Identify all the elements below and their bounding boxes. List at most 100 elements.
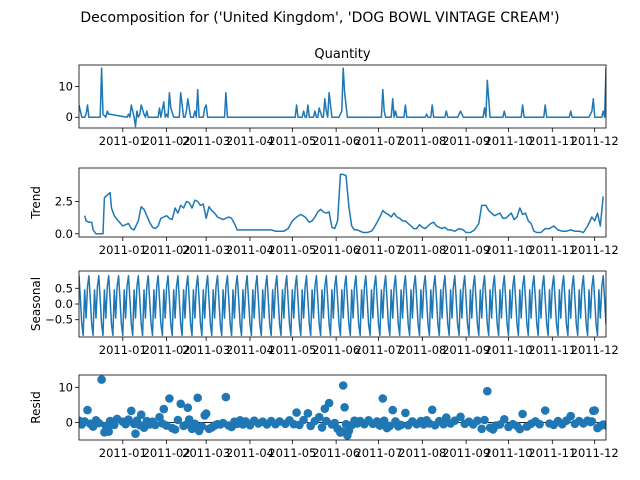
x-tick-label: 2011-08	[398, 343, 446, 357]
panel-title: Quantity	[314, 47, 370, 62]
resid-point	[299, 415, 308, 425]
resid-point	[104, 427, 113, 436]
resid-point	[566, 411, 575, 421]
resid-point	[480, 415, 489, 425]
y-tick-label: 0.0	[55, 297, 73, 311]
series-line-seasonal	[79, 274, 606, 337]
x-tick-label: 2011-09	[442, 243, 490, 257]
axes-frame	[78, 167, 607, 238]
resid-point	[483, 386, 492, 396]
resid-point	[439, 419, 448, 429]
plot-area	[79, 274, 606, 337]
resid-point	[427, 405, 437, 415]
resid-point	[379, 416, 389, 426]
resid-point	[340, 403, 349, 412]
resid-point	[587, 417, 597, 426]
resid-point	[456, 412, 465, 422]
x-tick-label: 2011-06	[312, 446, 360, 460]
resid-point	[151, 420, 160, 430]
y-axis-label: Trend	[29, 186, 43, 220]
x-tick-label: 2011-07	[354, 243, 402, 257]
x-tick-label: 2011-08	[398, 243, 446, 257]
x-tick-label: 2011-11	[528, 446, 576, 460]
y-tick-label: −0.5	[45, 313, 73, 327]
axes-frame	[78, 270, 607, 338]
resid-point	[183, 403, 193, 413]
resid-point	[170, 425, 180, 434]
x-tick-label: 2011-03	[182, 243, 230, 257]
resid-point	[601, 420, 606, 430]
plot-area	[79, 67, 606, 128]
x-tick-label: 2011-02	[143, 446, 191, 460]
plot-area	[79, 375, 606, 440]
resid-point	[94, 418, 104, 428]
x-tick-label: 2011-06	[312, 343, 360, 357]
resid-point	[540, 406, 550, 415]
resid-point	[201, 409, 211, 418]
resid-point	[473, 416, 482, 426]
resid-point	[500, 415, 509, 424]
resid-point	[442, 413, 451, 422]
y-axis-label: Resid	[29, 391, 43, 423]
resid-point	[518, 409, 527, 419]
resid-point	[190, 419, 200, 429]
resid-point	[193, 393, 202, 403]
x-tick-label: 2011-01	[99, 243, 147, 257]
panel-trend: Trend0.02.52011-012011-022011-032011-042…	[29, 167, 619, 257]
resid-point	[401, 408, 410, 418]
resid-point	[535, 419, 544, 429]
resid-point	[165, 394, 174, 403]
x-tick-label: 2011-09	[442, 134, 490, 148]
series-line-trend	[83, 173, 604, 235]
x-tick-label: 2011-03	[182, 343, 230, 357]
x-tick-label: 2011-02	[143, 243, 191, 257]
y-tick-label: 0.0	[55, 227, 73, 241]
resid-point	[97, 375, 106, 384]
x-tick-label: 2011-05	[268, 243, 316, 257]
resid-point	[221, 392, 231, 402]
resid-point	[590, 406, 599, 415]
resid-point	[314, 412, 324, 422]
x-tick-label: 2011-06	[312, 243, 360, 257]
x-tick-label: 2011-10	[484, 243, 532, 257]
resid-point	[378, 394, 388, 403]
resid-point	[136, 410, 146, 420]
x-tick-label: 2011-02	[143, 134, 191, 148]
y-tick-label: 10	[58, 380, 73, 394]
x-tick-label: 2011-04	[226, 446, 274, 460]
x-tick-label: 2011-07	[354, 134, 402, 148]
x-tick-label: 2011-07	[354, 343, 402, 357]
x-tick-label: 2011-12	[571, 343, 619, 357]
x-tick-label: 2011-10	[484, 446, 532, 460]
x-tick-label: 2011-02	[143, 343, 191, 357]
x-tick-label: 2011-04	[226, 243, 274, 257]
panel-seasonal: Seasonal 0.50.0−0.52011-012011-022011-032…	[29, 270, 619, 357]
plot-area	[83, 173, 604, 235]
x-tick-label: 2011-01	[99, 446, 147, 460]
x-tick-label: 2011-05	[268, 343, 316, 357]
y-tick-label: 0.5	[55, 281, 73, 295]
x-tick-label: 2011-12	[571, 134, 619, 148]
resid-point	[173, 415, 183, 425]
resid-point	[396, 420, 406, 430]
resid-point	[388, 405, 398, 415]
axes-frame	[78, 374, 607, 441]
resid-point	[477, 424, 487, 434]
x-tick-label: 2011-12	[571, 446, 619, 460]
x-tick-label: 2011-10	[484, 134, 532, 148]
x-tick-label: 2011-11	[528, 343, 576, 357]
y-tick-label: 2.5	[55, 195, 73, 209]
resid-point	[303, 409, 313, 418]
panels: Quantity0102011-012011-022011-032011-042…	[29, 47, 619, 460]
resid-point	[127, 406, 136, 416]
x-tick-label: 2011-09	[442, 343, 490, 357]
x-tick-label: 2011-05	[268, 446, 316, 460]
resid-point	[176, 399, 185, 409]
x-tick-label: 2011-05	[268, 134, 316, 148]
resid-point	[317, 423, 327, 432]
panel-resid: Resid 0102011-012011-022011-032011-042011…	[29, 374, 619, 460]
resid-point	[292, 408, 301, 417]
x-tick-label: 2011-09	[442, 446, 490, 460]
resid-point	[131, 429, 140, 439]
